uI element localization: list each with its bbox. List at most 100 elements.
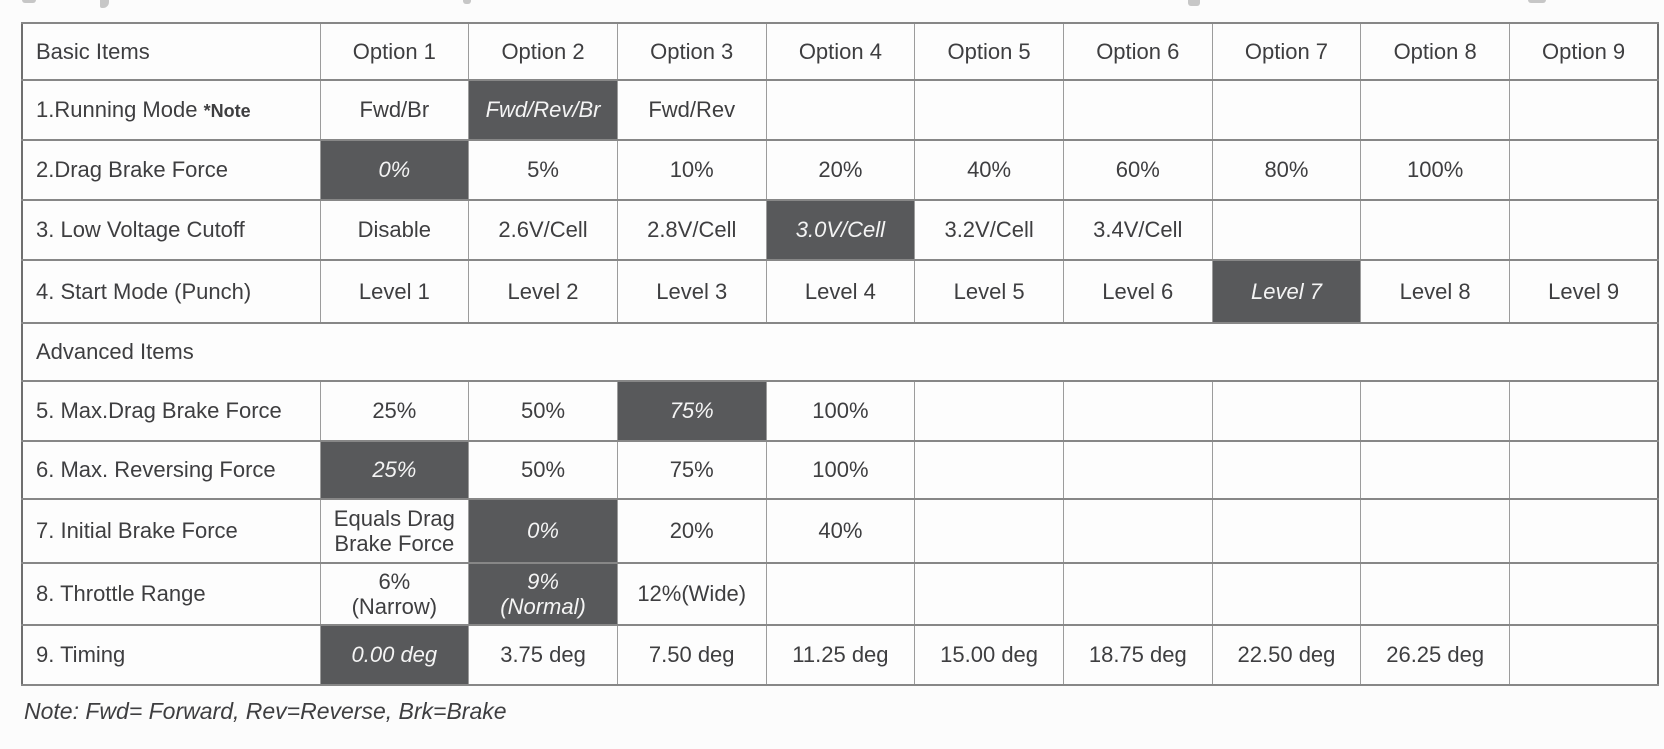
footnote: Note: Fwd= Forward, Rev=Reverse, Brk=Bra… (24, 698, 507, 724)
header-option-1: Option 1 (319, 22, 470, 81)
row-label-text: 4. Start Mode (Punch) (36, 278, 252, 304)
row-label-text: 5. Max.Drag Brake Force (36, 398, 282, 424)
item-row: 2.Drag Brake Force 0% 5% 10% 20% 40% 60% 80% 100… (21, 139, 1659, 201)
cell-r1-o2-default: Fwd/Rev/Br (468, 79, 618, 141)
cell-r2-o4: 20% (765, 139, 916, 201)
cell-r4-o8: Level 8 (1360, 259, 1510, 324)
cell-r1-o9 (1509, 79, 1659, 141)
cell-r5-o7 (1211, 380, 1362, 442)
cell-r8-o6 (1062, 562, 1213, 626)
cell-r4-o6: Level 6 (1062, 259, 1213, 324)
cell-r9-o6: 18.75 deg (1062, 624, 1213, 686)
cell-r8-o8 (1360, 562, 1510, 626)
cell-r5-o2: 50% (468, 380, 618, 442)
cell-r4-o4: Level 4 (765, 259, 916, 324)
cell-r4-o1: Level 1 (319, 259, 470, 324)
cell-r5-o1: 25% (319, 380, 470, 442)
cell-r3-o4-default: 3.0V/Cell (765, 199, 916, 261)
cell-r1-o5 (914, 79, 1064, 141)
cell-r7-o1: Equals Drag Brake Force (319, 498, 470, 564)
cell-r3-o6: 3.4V/Cell (1062, 199, 1213, 261)
row-label-text: 8. Throttle Range (36, 581, 206, 607)
text-remnant-mark (463, 0, 471, 4)
cell-r9-o9 (1509, 624, 1659, 686)
cell-r1-o8 (1360, 79, 1510, 141)
cell-r2-o3: 10% (616, 139, 767, 201)
note-marker: *Note (203, 101, 251, 122)
cell-r5-o3-default: 75% (616, 380, 767, 442)
cell-r5-o4: 100% (765, 380, 916, 442)
cell-r3-o9 (1509, 199, 1659, 261)
item-row: 3. Low Voltage Cutoff Disable 2.6V/Cell 2.8… (21, 199, 1659, 261)
row-label-7: 7. Initial Brake Force (21, 498, 321, 564)
cell-r5-o9 (1509, 380, 1659, 442)
cell-r7-o5 (914, 498, 1064, 564)
cell-r3-o7 (1211, 199, 1362, 261)
row-label-text: 9. Timing (36, 642, 126, 668)
row-label-text: 2.Drag Brake Force (36, 157, 228, 183)
cell-r7-o7 (1211, 498, 1362, 564)
cell-r4-o2: Level 2 (468, 259, 618, 324)
header-option-8: Option 8 (1360, 22, 1510, 81)
cell-r2-o9 (1509, 139, 1659, 201)
cell-r9-o1-default: 0.00 deg (319, 624, 470, 686)
cell-r6-o1-default: 25% (319, 440, 470, 500)
cell-r3-o8 (1360, 199, 1510, 261)
row-label-text: 3. Low Voltage Cutoff (36, 217, 245, 243)
cell-r1-o4 (765, 79, 916, 141)
cell-r7-o4: 40% (765, 498, 916, 564)
cell-r7-o3: 20% (616, 498, 767, 564)
cell-r9-o7: 22.50 deg (1211, 624, 1362, 686)
cropped-previous-line-artifacts (0, 0, 1664, 10)
cell-r2-o1-default: 0% (319, 139, 470, 201)
text-remnant-mark (1528, 0, 1546, 3)
cell-r3-o5: 3.2V/Cell (914, 199, 1064, 261)
cell-r3-o2: 2.6V/Cell (468, 199, 618, 261)
cell-r2-o7: 80% (1211, 139, 1362, 201)
text-remnant-mark (1188, 0, 1200, 6)
cell-r9-o3: 7.50 deg (616, 624, 767, 686)
cell-r5-o5 (914, 380, 1064, 442)
row-label-6: 6. Max. Reversing Force (21, 440, 321, 500)
cell-r6-o8 (1360, 440, 1510, 500)
cell-r3-o1: Disable (319, 199, 470, 261)
row-label-4: 4. Start Mode (Punch) (21, 259, 321, 324)
row-label-1: 1.Running Mode *Note (21, 79, 321, 141)
cell-r4-o9: Level 9 (1509, 259, 1659, 324)
programmable-items-table: Basic Items Option 1 Option 2 Option 3 Optio… (21, 22, 1660, 686)
item-row: 6. Max. Reversing Force 25% 50% 75% 100% (21, 440, 1659, 500)
text-remnant-mark (100, 0, 109, 8)
cell-r2-o8: 100% (1360, 139, 1510, 201)
cell-r8-o7 (1211, 562, 1362, 626)
cell-r8-o3: 12%(Wide) (616, 562, 767, 626)
text-remnant-mark (22, 0, 36, 3)
header-basic-items: Basic Items (21, 22, 321, 81)
row-label-8: 8. Throttle Range (21, 562, 321, 626)
header-option-6: Option 6 (1062, 22, 1213, 81)
header-option-3: Option 3 (616, 22, 767, 81)
item-row: 8. Throttle Range 6% (Narrow) 9% (Normal) 1… (21, 562, 1659, 626)
row-label-text: 1.Running Mode (36, 97, 198, 123)
row-label-5: 5. Max.Drag Brake Force (21, 380, 321, 442)
cell-r7-o6 (1062, 498, 1213, 564)
cell-r6-o3: 75% (616, 440, 767, 500)
cell-r2-o6: 60% (1062, 139, 1213, 201)
cell-r7-o9 (1509, 498, 1659, 564)
header-option-5: Option 5 (914, 22, 1064, 81)
cell-r8-o1: 6% (Narrow) (319, 562, 470, 626)
cell-r6-o6 (1062, 440, 1213, 500)
cell-r2-o5: 40% (914, 139, 1064, 201)
cell-r1-o6 (1062, 79, 1213, 141)
section-label-advanced-items: Advanced Items (21, 322, 1659, 382)
cell-r8-o4 (765, 562, 916, 626)
cell-r6-o2: 50% (468, 440, 618, 500)
header-option-4: Option 4 (765, 22, 916, 81)
cell-r7-o8 (1360, 498, 1510, 564)
advanced-section-row: Advanced Items (21, 322, 1659, 382)
cell-r6-o5 (914, 440, 1064, 500)
item-row: 1.Running Mode *Note Fwd/Br Fwd/Rev/Br Fwd/… (21, 79, 1659, 141)
cell-r8-o9 (1509, 562, 1659, 626)
item-row: 9. Timing 0.00 deg 3.75 deg 7.50 deg 11.25 d… (21, 624, 1659, 686)
cell-r9-o4: 11.25 deg (765, 624, 916, 686)
item-row: 5. Max.Drag Brake Force 25% 50% 75% 100% (21, 380, 1659, 442)
